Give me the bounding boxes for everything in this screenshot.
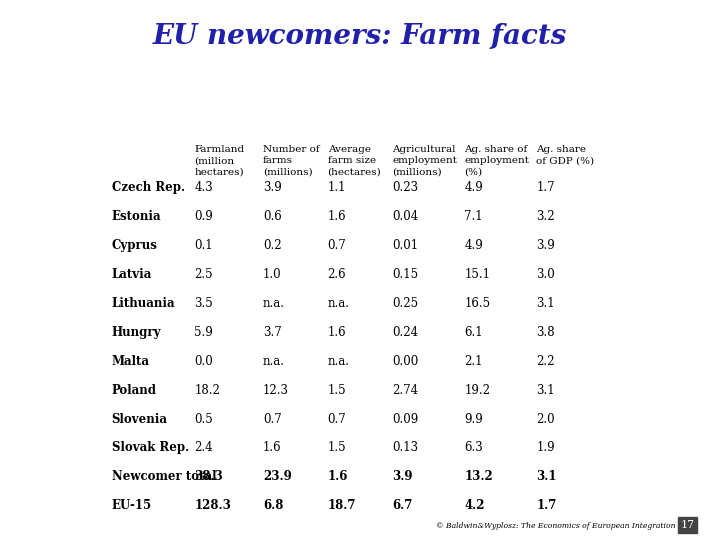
Text: 2.1: 2.1 [464,355,483,368]
Text: Newcomer total: Newcomer total [112,470,216,483]
Text: 3.7: 3.7 [263,326,282,339]
Text: n.a.: n.a. [328,355,350,368]
Text: Malta: Malta [112,355,150,368]
Text: 18.2: 18.2 [194,383,220,396]
Text: 0.6: 0.6 [263,210,282,223]
Text: 0.9: 0.9 [194,210,213,223]
Text: 1.0: 1.0 [263,268,282,281]
Text: 6.3: 6.3 [464,442,483,455]
Text: 6.8: 6.8 [263,500,283,512]
Text: Poland: Poland [112,383,157,396]
Text: 2.0: 2.0 [536,413,555,426]
Text: 2.2: 2.2 [536,355,555,368]
Text: 3.9: 3.9 [536,239,555,252]
Text: 0.13: 0.13 [392,442,418,455]
Text: 0.2: 0.2 [263,239,282,252]
Text: 0.04: 0.04 [392,210,418,223]
Text: Ag. share
of GDP (%): Ag. share of GDP (%) [536,145,595,165]
Text: 7.1: 7.1 [464,210,483,223]
Text: Agricultural
employment
(millions): Agricultural employment (millions) [392,145,457,177]
Text: 0.01: 0.01 [392,239,418,252]
Text: 3.9: 3.9 [263,181,282,194]
Text: Slovenia: Slovenia [112,413,168,426]
Text: 0.7: 0.7 [263,413,282,426]
Text: n.a.: n.a. [328,296,350,309]
Text: 6.7: 6.7 [392,500,413,512]
Text: Slovak Rep.: Slovak Rep. [112,442,189,455]
Text: 3.1: 3.1 [536,470,557,483]
Text: Average
farm size
(hectares): Average farm size (hectares) [328,145,382,177]
Text: 3.5: 3.5 [194,296,213,309]
Text: 4.2: 4.2 [464,500,485,512]
Text: 3.1: 3.1 [536,296,555,309]
Text: 1.6: 1.6 [328,470,348,483]
Text: 0.5: 0.5 [194,413,213,426]
Text: 0.23: 0.23 [392,181,418,194]
Text: 2.4: 2.4 [194,442,213,455]
Text: 2.6: 2.6 [328,268,346,281]
Text: © Baldwin&Wyplosz: The Economics of European Integration: © Baldwin&Wyplosz: The Economics of Euro… [436,522,675,530]
Text: Latvia: Latvia [112,268,152,281]
Text: 3.0: 3.0 [536,268,555,281]
Text: 18.7: 18.7 [328,500,356,512]
Text: 3.1: 3.1 [536,383,555,396]
Text: 0.1: 0.1 [194,239,213,252]
Text: 15.1: 15.1 [464,268,490,281]
Text: 128.3: 128.3 [194,500,231,512]
Text: 1.5: 1.5 [328,383,346,396]
Text: 9.9: 9.9 [464,413,483,426]
Text: 1.6: 1.6 [328,210,346,223]
Text: 17: 17 [680,519,695,530]
Text: 23.9: 23.9 [263,470,292,483]
Text: 3.8: 3.8 [536,326,555,339]
Text: 1.6: 1.6 [263,442,282,455]
Text: EU-15: EU-15 [112,500,152,512]
Text: 13.2: 13.2 [464,470,493,483]
Text: 1.5: 1.5 [328,442,346,455]
Text: 1.1: 1.1 [328,181,346,194]
Text: 3.2: 3.2 [536,210,555,223]
Text: 6.1: 6.1 [464,326,483,339]
Text: Number of
farms
(millions): Number of farms (millions) [263,145,320,177]
Text: Estonia: Estonia [112,210,161,223]
Text: 0.24: 0.24 [392,326,418,339]
Text: EU newcomers: Farm facts: EU newcomers: Farm facts [153,23,567,50]
Text: 38.3: 38.3 [194,470,223,483]
Text: 16.5: 16.5 [464,296,490,309]
Text: 0.7: 0.7 [328,413,346,426]
Text: n.a.: n.a. [263,296,285,309]
Text: 0.25: 0.25 [392,296,418,309]
Text: 4.9: 4.9 [464,181,483,194]
Text: 4.9: 4.9 [464,239,483,252]
Text: 0.09: 0.09 [392,413,418,426]
Text: 1.7: 1.7 [536,500,557,512]
Text: 3.9: 3.9 [392,470,413,483]
Text: 1.9: 1.9 [536,442,555,455]
Text: 12.3: 12.3 [263,383,289,396]
Text: 2.74: 2.74 [392,383,418,396]
Text: Czech Rep.: Czech Rep. [112,181,185,194]
Text: 1.6: 1.6 [328,326,346,339]
Text: 0.15: 0.15 [392,268,418,281]
Text: 2.5: 2.5 [194,268,213,281]
Text: Ag. share of
employment
(%): Ag. share of employment (%) [464,145,529,177]
Text: 4.3: 4.3 [194,181,213,194]
Text: n.a.: n.a. [263,355,285,368]
Text: Cyprus: Cyprus [112,239,158,252]
Text: Lithuania: Lithuania [112,296,175,309]
Text: 0.00: 0.00 [392,355,418,368]
Text: 1.7: 1.7 [536,181,555,194]
Text: 5.9: 5.9 [194,326,213,339]
Text: Farmland
(million
hectares): Farmland (million hectares) [194,145,245,177]
Text: 0.7: 0.7 [328,239,346,252]
Text: Hungry: Hungry [112,326,161,339]
Text: 0.0: 0.0 [194,355,213,368]
Text: 19.2: 19.2 [464,383,490,396]
